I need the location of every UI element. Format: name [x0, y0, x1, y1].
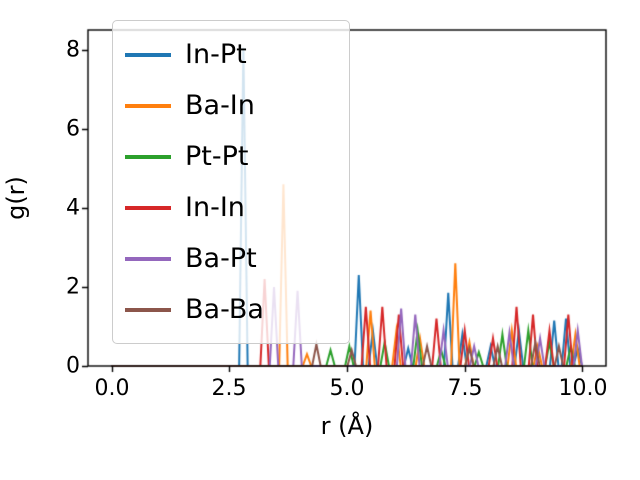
legend-item-pt-pt: Pt-Pt — [125, 131, 337, 182]
legend-item-in-pt: In-Pt — [125, 29, 337, 80]
legend-line-swatch — [125, 103, 171, 108]
y-tick-label: 2 — [66, 274, 80, 300]
x-axis-label: r (Å) — [320, 412, 374, 440]
legend-line-swatch — [125, 256, 171, 261]
legend-line-swatch — [125, 154, 171, 159]
x-tick-label: 5.0 — [329, 376, 365, 401]
legend-item-ba-ba: Ba-Ba — [125, 284, 337, 335]
legend: In-Pt Ba-In Pt-Pt In-In Ba-Pt Ba-Ba — [112, 20, 350, 344]
legend-label: Ba-Pt — [185, 243, 257, 274]
x-tick-label: 2.5 — [211, 376, 247, 401]
legend-label: In-Pt — [185, 39, 247, 70]
x-tick-label: 10.0 — [558, 376, 608, 401]
y-tick-label: 0 — [66, 353, 80, 379]
legend-line-swatch — [125, 52, 171, 57]
legend-item-in-in: In-In — [125, 182, 337, 233]
legend-line-swatch — [125, 205, 171, 210]
legend-item-ba-in: Ba-In — [125, 80, 337, 131]
y-axis-label: g(r) — [2, 176, 30, 220]
legend-label: In-In — [185, 192, 245, 223]
y-tick-label: 8 — [66, 37, 80, 63]
legend-label: Ba-Ba — [185, 294, 264, 325]
x-tick-label: 0.0 — [94, 376, 130, 401]
x-tick-label: 7.5 — [447, 376, 483, 401]
y-tick-label: 4 — [66, 195, 80, 221]
legend-item-ba-pt: Ba-Pt — [125, 233, 337, 284]
legend-line-swatch — [125, 307, 171, 312]
legend-label: Ba-In — [185, 90, 255, 121]
legend-label: Pt-Pt — [185, 141, 249, 172]
y-tick-label: 6 — [66, 116, 80, 142]
